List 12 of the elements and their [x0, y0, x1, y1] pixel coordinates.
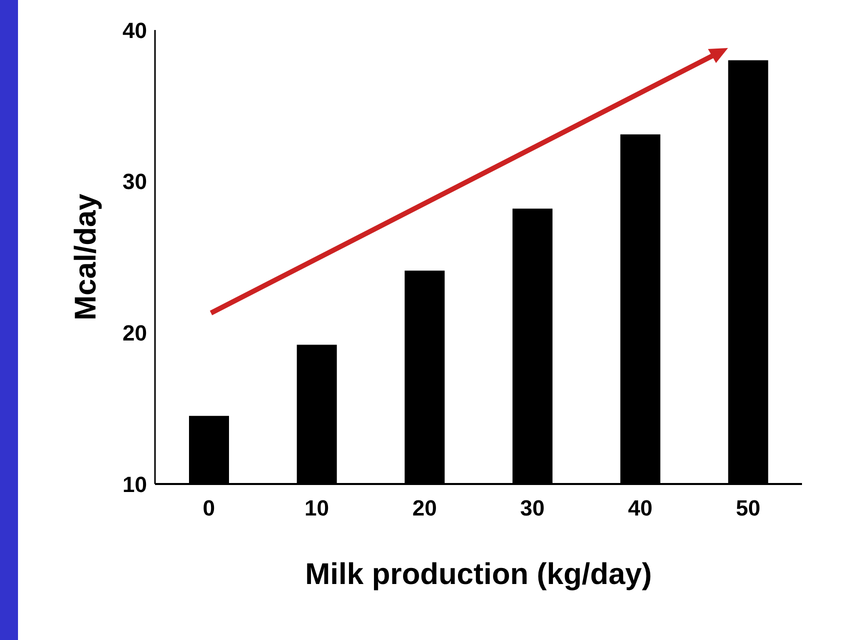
- x-tick-label: 20: [412, 496, 437, 521]
- y-tick-label: 30: [122, 169, 147, 194]
- y-tick-label: 20: [122, 320, 147, 346]
- x-tick-label: 50: [736, 496, 760, 521]
- x-tick-label: 10: [304, 496, 329, 521]
- y-tick-label: 40: [122, 18, 147, 43]
- x-tick-label: 40: [628, 496, 652, 521]
- x-tick-label: 0: [202, 496, 216, 521]
- y-axis-title: Mcal/day: [70, 193, 103, 320]
- x-axis-title: Milk production (kg/day): [305, 558, 652, 591]
- x-tick-label: 30: [520, 496, 545, 521]
- y-tick-label: 10: [122, 472, 147, 497]
